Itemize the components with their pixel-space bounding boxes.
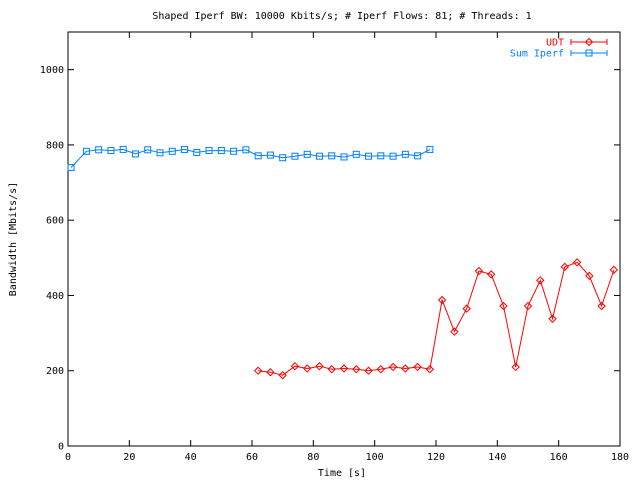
data-point-udt bbox=[376, 365, 386, 374]
x-axis: 0 20 40 60 80 100 120 140 160 180 bbox=[65, 32, 629, 463]
data-point-udt bbox=[597, 301, 606, 311]
chart-title: Shaped Iperf BW: 10000 Kbits/s; # Iperf … bbox=[152, 11, 531, 22]
series-line-sum-iperf bbox=[70, 148, 431, 168]
data-point-sum-iperf bbox=[242, 146, 250, 154]
data-point-udt bbox=[548, 314, 557, 323]
x-tick-label: 40 bbox=[185, 452, 197, 463]
x-tick-label: 160 bbox=[550, 452, 568, 463]
y-tick-label: 800 bbox=[46, 140, 64, 151]
data-point-udt bbox=[388, 362, 398, 372]
data-point-udt bbox=[302, 364, 312, 373]
data-point-sum-iperf bbox=[119, 145, 127, 153]
data-point-sum-iperf bbox=[107, 147, 115, 155]
data-point-sum-iperf bbox=[389, 152, 397, 160]
data-point-sum-iperf bbox=[328, 152, 336, 160]
x-tick-label: 20 bbox=[123, 452, 135, 463]
series-line-udt bbox=[258, 261, 615, 376]
x-tick-label: 180 bbox=[611, 452, 629, 463]
data-point-sum-iperf bbox=[414, 152, 422, 160]
data-point-udt bbox=[315, 362, 324, 371]
data-point-udt bbox=[413, 362, 422, 372]
x-axis-label: Time [s] bbox=[318, 468, 366, 479]
y-tick-label: 600 bbox=[46, 216, 64, 227]
data-point-sum-iperf bbox=[426, 145, 434, 153]
y-tick-label: 1000 bbox=[40, 65, 64, 76]
data-point-udt bbox=[364, 366, 373, 375]
y-axis-label: Bandwidth [Mbits/s] bbox=[8, 182, 19, 296]
x-tick-label: 0 bbox=[65, 452, 71, 463]
data-point-udt bbox=[253, 366, 263, 375]
legend-label-sum-iperf: Sum Iperf bbox=[510, 49, 564, 60]
data-point-sum-iperf bbox=[340, 153, 348, 161]
y-tick-label: 0 bbox=[58, 442, 64, 453]
y-tick-label: 200 bbox=[46, 366, 64, 377]
data-point-sum-iperf bbox=[279, 154, 287, 162]
y-axis: 0 200 400 600 800 1000 bbox=[40, 65, 620, 453]
data-point-udt bbox=[437, 295, 447, 305]
legend-label-udt: UDT bbox=[546, 38, 564, 49]
y-tick-label: 400 bbox=[46, 291, 64, 302]
data-point-sum-iperf bbox=[181, 145, 189, 153]
plot-frame bbox=[67, 31, 621, 447]
legend-marker-udt bbox=[584, 37, 594, 47]
data-point-udt bbox=[450, 327, 459, 336]
data-point-sum-iperf bbox=[131, 150, 139, 158]
data-point-udt bbox=[536, 276, 545, 285]
data-point-sum-iperf bbox=[144, 146, 152, 154]
data-point-udt bbox=[401, 364, 410, 373]
x-tick-label: 80 bbox=[307, 452, 319, 463]
series-layer bbox=[67, 145, 619, 380]
x-tick-label: 120 bbox=[427, 452, 445, 463]
data-point-udt bbox=[290, 362, 300, 371]
data-point-sum-iperf bbox=[156, 149, 164, 157]
data-point-sum-iperf bbox=[303, 150, 311, 158]
data-point-sum-iperf bbox=[193, 148, 201, 156]
data-point-udt bbox=[425, 365, 435, 374]
data-point-udt bbox=[278, 371, 287, 380]
data-point-udt bbox=[609, 265, 619, 275]
data-point-udt bbox=[339, 364, 349, 373]
series-udt bbox=[253, 258, 619, 380]
data-point-sum-iperf bbox=[205, 147, 213, 155]
data-point-udt bbox=[352, 365, 361, 374]
data-point-udt bbox=[585, 271, 594, 281]
data-point-sum-iperf bbox=[291, 152, 299, 160]
data-point-udt bbox=[474, 266, 484, 276]
x-tick-label: 140 bbox=[488, 452, 506, 463]
data-point-sum-iperf bbox=[95, 146, 103, 154]
data-point-sum-iperf bbox=[401, 150, 409, 158]
data-point-sum-iperf bbox=[315, 152, 323, 160]
data-point-udt bbox=[560, 262, 570, 272]
data-point-udt bbox=[486, 270, 496, 279]
data-point-sum-iperf bbox=[168, 147, 176, 155]
data-point-sum-iperf bbox=[352, 150, 360, 158]
x-tick-label: 100 bbox=[366, 452, 384, 463]
legend-marker-sum-iperf bbox=[585, 49, 593, 57]
series-sum-iperf bbox=[67, 145, 434, 171]
data-point-sum-iperf bbox=[377, 152, 385, 160]
data-point-sum-iperf bbox=[365, 152, 373, 160]
data-point-udt bbox=[462, 304, 471, 313]
data-point-sum-iperf bbox=[230, 147, 238, 155]
x-tick-label: 60 bbox=[246, 452, 258, 463]
data-point-udt bbox=[266, 368, 275, 377]
data-point-udt bbox=[572, 258, 582, 267]
data-point-sum-iperf bbox=[82, 147, 90, 155]
data-point-sum-iperf bbox=[254, 152, 262, 160]
data-point-sum-iperf bbox=[217, 147, 225, 155]
data-point-udt bbox=[327, 365, 336, 374]
data-point-sum-iperf bbox=[266, 151, 274, 159]
data-point-udt bbox=[523, 301, 533, 311]
data-point-udt bbox=[499, 301, 508, 311]
data-point-sum-iperf bbox=[67, 163, 75, 171]
data-point-udt bbox=[511, 362, 520, 372]
